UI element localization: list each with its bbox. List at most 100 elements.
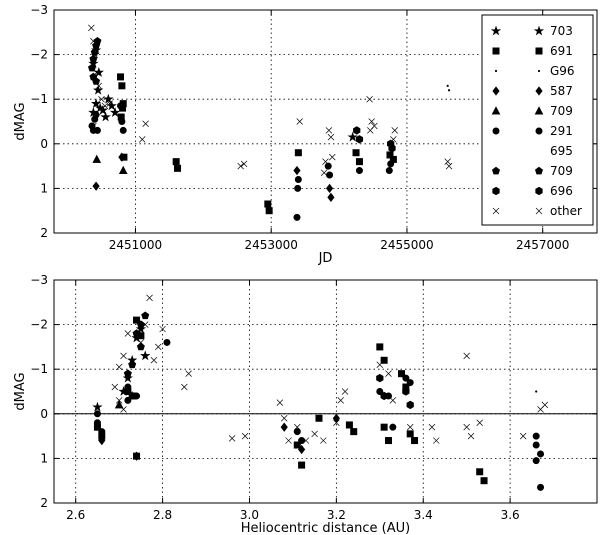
y-tick-label: 0 <box>40 137 48 151</box>
data-point <box>118 165 128 175</box>
data-point <box>411 437 419 445</box>
x-tick-label: 2.8 <box>153 508 172 522</box>
legend-entry: other <box>492 204 582 218</box>
legend-marker <box>491 166 501 175</box>
legend-entry: G96 <box>494 64 575 78</box>
data-point <box>327 133 335 141</box>
x-tick-label: 3.6 <box>501 508 520 522</box>
data-point <box>444 158 451 165</box>
x-tick-label: 2451000 <box>109 238 162 252</box>
data-point <box>90 98 102 109</box>
plot-frame <box>53 9 598 234</box>
data-point <box>133 392 141 400</box>
legend-marker <box>533 25 545 36</box>
data-point <box>141 311 150 320</box>
data-point <box>535 390 538 393</box>
data-point <box>406 423 414 431</box>
data-point <box>476 468 484 476</box>
data-point <box>276 399 284 406</box>
data-point <box>124 396 132 404</box>
data-point <box>532 432 540 440</box>
data-point <box>380 391 388 401</box>
legend-label: 703 <box>550 24 573 38</box>
y-tick-label: 1 <box>40 181 48 195</box>
data-point <box>133 316 140 324</box>
data-point <box>367 127 374 134</box>
data-point <box>463 352 470 360</box>
data-point <box>124 330 132 337</box>
data-point <box>341 388 349 395</box>
data-point <box>398 370 406 378</box>
legend-entry: 691 <box>492 44 573 58</box>
data-point <box>325 127 333 134</box>
data-point <box>389 397 397 404</box>
data-point <box>519 432 527 440</box>
data-point <box>280 422 288 432</box>
data-point <box>101 102 109 110</box>
legend-label: 696 <box>550 184 573 198</box>
data-point <box>117 73 125 81</box>
data-point <box>298 461 306 469</box>
data-point <box>347 131 358 142</box>
data-point <box>532 441 540 449</box>
legend-marker <box>494 69 498 73</box>
y-tick-label: −2 <box>30 48 48 62</box>
legend-marker <box>535 47 543 55</box>
legend-marker <box>490 25 502 36</box>
data-point <box>298 444 306 455</box>
x-tick-label: 2453000 <box>244 238 297 252</box>
y-tick-label: −3 <box>30 273 48 287</box>
legend-entry: 703 <box>490 24 573 38</box>
data-point <box>355 135 364 144</box>
data-point <box>111 383 119 391</box>
legend-marker <box>534 166 544 175</box>
data-point <box>293 213 301 221</box>
data-point <box>88 24 95 32</box>
y-axis-label: dMAG <box>13 102 28 140</box>
data-point <box>296 118 303 125</box>
legend-entry: 709 <box>491 164 573 178</box>
plot-frame <box>53 279 598 504</box>
data-point <box>352 149 360 157</box>
data-point <box>350 428 358 436</box>
data-point <box>406 400 414 410</box>
data-point <box>98 435 106 446</box>
data-point <box>298 437 306 445</box>
data-point <box>150 357 158 364</box>
x-axis-label: JD <box>318 251 333 266</box>
data-point <box>463 423 470 431</box>
data-point <box>155 343 162 351</box>
data-point <box>120 406 127 413</box>
x-tick-label: 2457000 <box>516 238 569 252</box>
data-point <box>95 82 103 90</box>
data-point <box>406 430 414 438</box>
data-point <box>325 183 334 194</box>
data-point <box>228 435 236 442</box>
data-point <box>92 181 100 191</box>
legend-marker <box>492 186 500 196</box>
data-point <box>98 95 105 103</box>
data-point <box>174 164 182 172</box>
data-point <box>294 184 302 192</box>
data-point <box>353 126 361 135</box>
data-point <box>388 144 396 153</box>
data-point <box>135 323 147 334</box>
data-point <box>326 171 334 179</box>
x-tick-label: 3.4 <box>414 508 433 522</box>
data-point <box>117 102 125 110</box>
data-point <box>402 387 410 396</box>
data-point <box>446 84 449 87</box>
legend-label: 709 <box>550 164 573 178</box>
data-point <box>100 111 111 122</box>
data-point <box>402 374 410 382</box>
data-point <box>337 397 344 404</box>
data-point <box>380 423 388 431</box>
data-point <box>385 370 392 377</box>
data-point <box>376 387 384 395</box>
data-point <box>163 338 171 346</box>
data-point <box>92 401 103 412</box>
legend-entry: 291 <box>492 124 573 138</box>
data-point <box>172 158 180 166</box>
data-point <box>92 77 101 85</box>
